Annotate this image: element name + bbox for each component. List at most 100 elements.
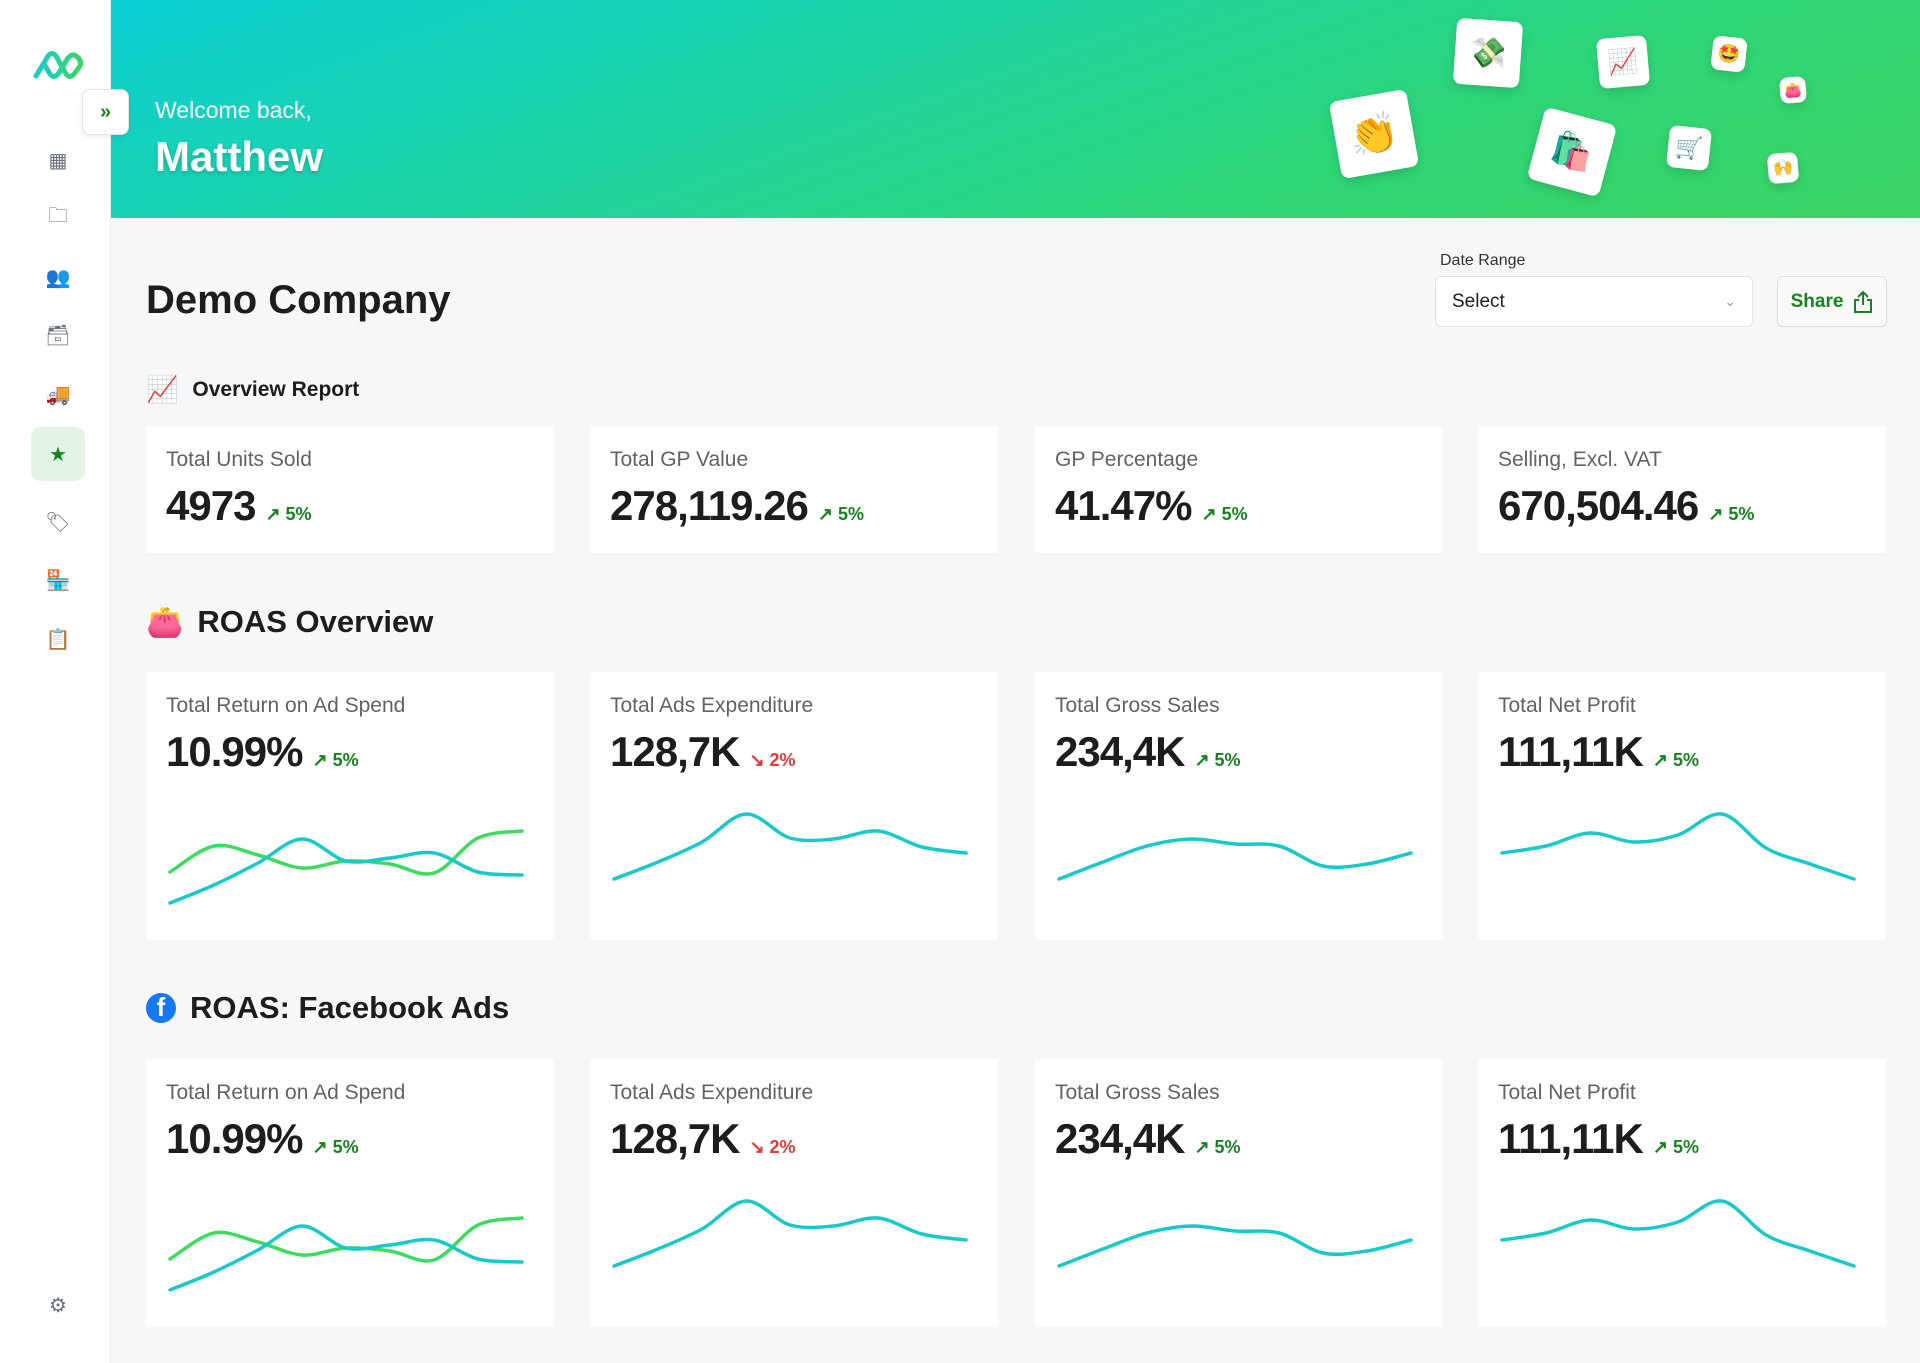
metric-value: 128,7K xyxy=(610,1115,740,1162)
welcome-text: Welcome back, xyxy=(155,97,312,123)
metric-card[interactable]: Total Gross Sales 234,4K ↗ 5% xyxy=(1035,1059,1443,1327)
metric-label: Total Return on Ad Spend xyxy=(166,694,406,717)
metric-label: Total Ads Expenditure xyxy=(610,1081,814,1104)
metric-card[interactable]: Total GP Value 278,119.26 ↗ 5% xyxy=(590,426,998,553)
metric-card[interactable]: Total Units Sold 4973 ↗ 5% xyxy=(146,426,554,553)
sparkline-series xyxy=(168,1224,524,1292)
metric-value: 111,11K xyxy=(1498,1115,1644,1162)
metric-label: Total Units Sold xyxy=(166,448,312,471)
metric-change: ↗ 5% xyxy=(818,504,864,525)
sparkline-series xyxy=(168,837,524,905)
metric-change: ↗ 5% xyxy=(1708,504,1754,525)
settings-icon[interactable]: ⚙ xyxy=(49,1294,67,1317)
metric-label: Total Net Profit xyxy=(1498,1081,1636,1104)
metric-change: ↗ 5% xyxy=(1194,1137,1240,1158)
share-button[interactable]: Share xyxy=(1777,276,1887,327)
sparkline-chart xyxy=(1500,812,1856,881)
metric-value: 10.99% xyxy=(166,1115,303,1162)
truck-icon[interactable]: 🚚 xyxy=(45,383,71,406)
change-percent: 5% xyxy=(1214,750,1241,770)
store-icon[interactable]: 🏪 xyxy=(45,569,71,592)
clipboard-check-icon[interactable]: 📋 xyxy=(45,628,71,651)
metric-label: GP Percentage xyxy=(1055,448,1199,471)
metric-card[interactable]: Total Gross Sales 234,4K ↗ 5% xyxy=(1035,672,1443,940)
sparkline-chart xyxy=(612,1199,968,1268)
arrow-up-right-icon: ↗ xyxy=(1708,504,1724,524)
metric-label: Total Gross Sales xyxy=(1055,694,1220,717)
cart-emoji-icon: 🛒 xyxy=(1665,124,1713,172)
arrow-up-right-icon: ↗ xyxy=(312,750,328,770)
sparkline-chart xyxy=(1057,837,1413,881)
dashboard-icon[interactable]: ▦ xyxy=(48,149,68,172)
change-percent: 5% xyxy=(1672,1137,1699,1157)
date-range-select[interactable]: Select ⌄ xyxy=(1435,276,1753,327)
user-name: Matthew xyxy=(155,133,323,180)
share-label: Share xyxy=(1790,290,1844,312)
arrow-down-right-icon: ↘ xyxy=(749,750,765,770)
facebook-icon: f xyxy=(146,993,176,1023)
change-percent: 5% xyxy=(1672,750,1699,770)
date-range-value: Select xyxy=(1452,290,1505,312)
metric-card[interactable]: Total Return on Ad Spend 10.99% ↗ 5% xyxy=(146,672,554,940)
sparkline-series xyxy=(1500,1199,1856,1268)
arrow-up-right-icon: ↗ xyxy=(1201,504,1217,524)
arrow-up-right-icon: ↗ xyxy=(817,504,833,524)
users-icon[interactable]: 👥 xyxy=(45,266,71,289)
metric-change: ↗ 5% xyxy=(312,1137,358,1158)
metric-card[interactable]: GP Percentage 41.47% ↗ 5% xyxy=(1035,426,1443,553)
share-icon xyxy=(1854,290,1873,313)
metric-value: 10.99% xyxy=(166,728,303,775)
arrow-up-right-icon: ↗ xyxy=(265,504,281,524)
archive-icon[interactable]: 🗃 xyxy=(45,324,71,347)
metric-change: ↗ 5% xyxy=(1194,750,1240,771)
metric-label: Total Gross Sales xyxy=(1055,1081,1220,1104)
metric-card[interactable]: Total Net Profit 111,11K ↗ 5% xyxy=(1478,672,1886,940)
metric-card[interactable]: Total Net Profit 111,11K ↗ 5% xyxy=(1478,1059,1886,1327)
sparkline-chart xyxy=(612,812,968,881)
sparkline-chart xyxy=(168,1216,524,1292)
change-percent: 5% xyxy=(332,750,359,770)
sparkline-series xyxy=(612,812,968,881)
metric-label: Total Ads Expenditure xyxy=(610,694,814,717)
tag-icon[interactable]: 🏷 xyxy=(45,511,71,534)
chart-up-emoji-icon: 📈 xyxy=(1595,34,1651,90)
metric-change: ↗ 5% xyxy=(1201,504,1247,525)
folder-icon[interactable]: 🗀 xyxy=(48,205,68,227)
purse-icon: 👛 xyxy=(146,605,184,639)
change-percent: 5% xyxy=(838,504,865,524)
sparkline-series xyxy=(1057,837,1413,881)
metric-value: 234,4K xyxy=(1055,1115,1185,1162)
metric-change: ↘ 2% xyxy=(749,1137,795,1158)
sparkline-series xyxy=(1057,1224,1413,1268)
metric-card[interactable]: Total Return on Ad Spend 10.99% ↗ 5% xyxy=(146,1059,554,1327)
star-icon[interactable]: ★ xyxy=(31,427,85,481)
change-percent: 5% xyxy=(1221,504,1248,524)
change-percent: 2% xyxy=(769,750,796,770)
metric-change: ↗ 5% xyxy=(1653,750,1699,771)
change-percent: 2% xyxy=(769,1137,796,1157)
change-percent: 5% xyxy=(1728,504,1755,524)
welcome-banner: Welcome back, Matthew 👏 💸 🛍️ 📈 🛒 🤩 👛 🙌 xyxy=(111,0,1920,218)
metric-label: Total GP Value xyxy=(610,448,749,471)
metric-card[interactable]: Total Ads Expenditure 128,7K ↘ 2% xyxy=(590,1059,998,1327)
change-percent: 5% xyxy=(285,504,312,524)
money-wings-emoji-icon: 💸 xyxy=(1452,17,1524,89)
metric-value: 4973 xyxy=(166,482,256,529)
chart-up-icon: 📈 xyxy=(146,374,179,404)
logo-icon[interactable] xyxy=(32,48,84,82)
sidebar-toggle-button[interactable]: » xyxy=(82,89,129,135)
change-percent: 5% xyxy=(1214,1137,1241,1157)
metric-change: ↗ 5% xyxy=(265,504,311,525)
metric-value: 234,4K xyxy=(1055,728,1185,775)
date-range-label: Date Range xyxy=(1440,252,1526,269)
metric-label: Total Net Profit xyxy=(1498,694,1636,717)
change-percent: 5% xyxy=(332,1137,359,1157)
section-title: Overview Report xyxy=(192,377,360,401)
metric-card[interactable]: Total Ads Expenditure 128,7K ↘ 2% xyxy=(590,672,998,940)
arrow-up-right-icon: ↗ xyxy=(312,1137,328,1157)
metric-card[interactable]: Selling, Excl. VAT 670,504.46 ↗ 5% xyxy=(1478,426,1886,553)
shopping-bags-emoji-icon: 🛍️ xyxy=(1526,106,1618,198)
metric-label: Total Return on Ad Spend xyxy=(166,1081,406,1104)
raised-hands-emoji-icon: 🙌 xyxy=(1766,151,1800,185)
sparkline-chart xyxy=(168,829,524,905)
